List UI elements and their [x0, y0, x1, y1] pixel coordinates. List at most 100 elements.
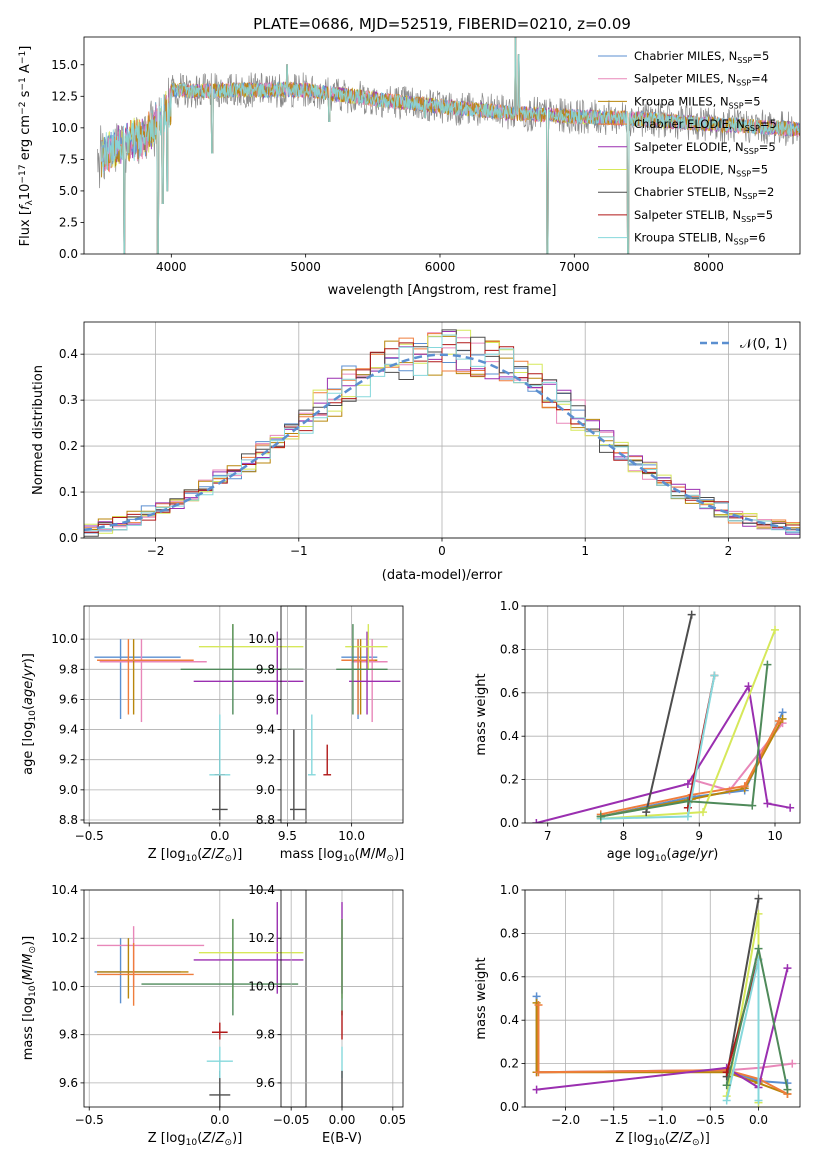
errorbar-point: [97, 926, 205, 987]
y-tick-label: 0.2: [59, 439, 78, 453]
y-tick-label: 8.8: [59, 813, 78, 827]
x-tick-label: 9: [695, 829, 703, 843]
axis-frame: 4000 5000 6000 7000 8000 0.0 2.5 5.0 7.5 10.0 12.5…: [51, 36, 801, 274]
x-tick-label: 10: [767, 829, 782, 843]
axes-border: [280, 605, 404, 824]
y-tick-label: 1.0: [500, 883, 519, 897]
y-tick-label: 0.0: [59, 247, 78, 261]
x-tick-label: 10.0: [338, 829, 365, 843]
weight-marker: [683, 779, 692, 788]
plot-area: [84, 329, 800, 537]
gaussian-reference-curve: [84, 353, 800, 532]
axis-frame: 9.5 10.0 8.8 9.0 9.2 9.4 9.6 9.8 10.0: [248, 605, 404, 843]
errorbar-point: [193, 902, 304, 994]
weight-marker: [788, 1059, 797, 1068]
y-axis-label: mass weight: [474, 673, 489, 755]
weight-series-line: [600, 629, 776, 820]
axes-mass_vs_EBV: −0.05 0.00 0.05 9.6 9.8 10.0 10.2 10.4 E(B-V): [248, 883, 406, 1146]
y-tick-label: 9.8: [256, 1028, 275, 1042]
x-tick-label: 9.5: [278, 829, 297, 843]
errorbar-point: [307, 714, 316, 776]
weight-marker: [763, 660, 772, 669]
x-axis-label: Z [log10(Z/Z⊙)]: [148, 847, 243, 864]
x-tick-label: 0.00: [329, 1113, 356, 1127]
y-tick-label: 10.0: [51, 979, 78, 993]
x-tick-label: −0.5: [75, 1113, 104, 1127]
histogram-series: [84, 334, 800, 532]
y-tick-label: 9.8: [256, 662, 275, 676]
axes-residuals: −2 −1 0 1 2 0.0 0.1 0.2 0.3 0.4 𝒩(0, 1) (data-model…: [31, 321, 801, 583]
x-axis-label: E(B-V): [322, 1131, 362, 1146]
y-axis-label: Normed distribution: [31, 365, 46, 495]
x-axis-label: (data-model)/error: [382, 568, 503, 583]
y-tick-label: 10.0: [248, 979, 275, 993]
weight-marker: [774, 717, 783, 726]
weight-marker: [783, 1085, 792, 1094]
errorbar-point: [99, 639, 207, 723]
x-tick-label: 0.0: [210, 829, 229, 843]
legend-entry: Salpeter MILES, NSSP=4: [634, 72, 768, 88]
x-axis-label: mass [log10(M/M⊙)]: [280, 847, 404, 864]
axis-frame: −2 −1 0 1 2 0.0 0.1 0.2 0.3 0.4: [59, 321, 801, 558]
axes-border: [524, 605, 801, 824]
y-tick-label: 15.0: [51, 58, 78, 72]
spectrum-model-line: [101, 37, 800, 254]
x-tick-label: −1.0: [647, 1113, 676, 1127]
errorbar-point: [341, 639, 375, 715]
x-axis-label: Z [log10(Z/Z⊙)]: [148, 1131, 243, 1148]
axes-border: [83, 889, 307, 1108]
weight-marker: [710, 671, 719, 680]
y-axis-label: mass [log10(M/M⊙)]: [21, 936, 38, 1060]
weight-marker: [748, 801, 757, 810]
x-tick-label: 2: [725, 544, 733, 558]
errorbar-point: [289, 729, 306, 820]
x-tick-label: 8: [620, 829, 628, 843]
x-tick-label: 0.05: [379, 1113, 406, 1127]
y-tick-label: 8.8: [256, 813, 275, 827]
legend-entry: 𝒩(0, 1): [740, 337, 787, 352]
legend-entry: Chabrier MILES, NSSP=5: [634, 49, 769, 65]
weight-marker: [744, 682, 753, 691]
y-tick-label: 0.3: [59, 393, 78, 407]
weight-marker: [532, 819, 541, 823]
x-tick-label: −0.5: [75, 829, 104, 843]
legend-entry: Kroupa ELODIE, NSSP=5: [634, 163, 768, 179]
figure-title: PLATE=0686, MJD=52519, FIBERID=0210, z=0…: [253, 15, 631, 33]
legend-entry: Salpeter STELIB, NSSP=5: [634, 208, 773, 224]
weight-marker: [786, 803, 795, 812]
x-tick-label: 0.0: [210, 1113, 229, 1127]
errorbar-point: [206, 1046, 233, 1079]
x-tick-label: 1: [581, 544, 589, 558]
axis-frame: −0.5 0.0 8.8 9.0 9.2 9.4 9.6 9.8 10.0: [51, 605, 307, 843]
x-tick-label: −0.05: [273, 1113, 310, 1127]
y-tick-label: 9.2: [256, 753, 275, 767]
axes-border: [83, 605, 307, 824]
errorbar-point: [99, 639, 189, 715]
errorbar-point: [97, 943, 194, 1006]
weight-marker: [754, 1096, 763, 1105]
y-tick-label: 2.5: [59, 215, 78, 229]
y-tick-label: 1.0: [500, 599, 519, 613]
y-tick-label: 9.0: [256, 783, 275, 797]
weight-marker: [683, 812, 692, 821]
y-tick-label: 9.8: [59, 1028, 78, 1042]
y-tick-label: 0.4: [500, 1013, 519, 1027]
y-tick-label: 0.0: [500, 1100, 519, 1114]
x-tick-label: 0: [438, 544, 446, 558]
x-tick-label: 7: [544, 829, 552, 843]
errorbar-point: [94, 938, 181, 1004]
weight-series-line: [725, 898, 760, 1077]
axis-frame: −0.5 0.0 9.6 9.8 10.0 10.2 10.4: [51, 883, 307, 1127]
errorbar-point: [211, 1022, 228, 1040]
weight-marker: [534, 1001, 543, 1010]
y-tick-label: 5.0: [59, 184, 78, 198]
y-tick-label: 9.4: [256, 723, 275, 737]
weight-marker: [683, 797, 692, 806]
axes-border: [280, 889, 404, 1108]
y-tick-label: 0.8: [500, 926, 519, 940]
legend-entry: Chabrier STELIB, NSSP=2: [634, 185, 774, 201]
y-tick-label: 9.0: [59, 783, 78, 797]
errorbar-point: [351, 639, 388, 723]
weight-marker: [596, 812, 605, 821]
